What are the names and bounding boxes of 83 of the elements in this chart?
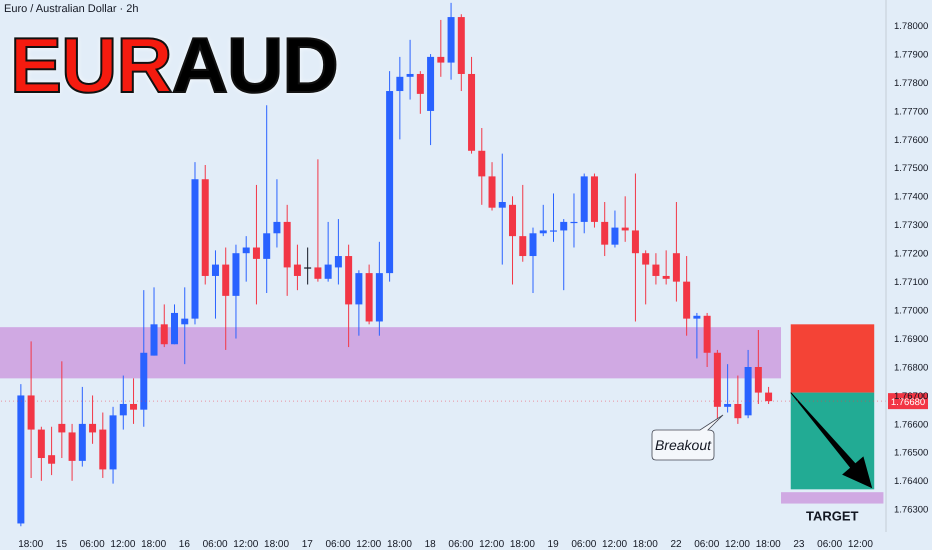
candlestick [416,70,424,114]
candlestick [252,184,260,305]
x-tick-label: 12:00 [848,539,874,550]
candlestick [662,250,670,285]
candlestick [642,250,650,305]
candlestick [724,364,732,414]
x-tick-label: 15 [56,539,68,550]
y-tick-label: 1.76300 [894,504,928,516]
y-tick-label: 1.76400 [894,476,928,488]
x-tick-label: 18:00 [386,539,412,550]
band-label: TARGET [806,508,859,524]
chart-subtitle: Euro / Australian Dollar · 2h [4,3,139,15]
y-tick-label: 1.77200 [894,248,928,260]
candlestick [396,56,404,140]
y-tick-label: 1.77800 [894,78,928,89]
y-tick-label: 1.76800 [894,362,928,374]
y-tick-label: 1.78000 [894,20,928,32]
candlestick [89,394,96,444]
candlestick [734,375,742,424]
candlestick [273,178,280,248]
x-tick-label: 18:00 [141,539,167,550]
x-tick-label: 12:00 [233,539,259,550]
candlestick [294,244,301,291]
candlestick [519,184,526,262]
x-tick-label: 06:00 [202,539,228,550]
chart-title: EURAUD [10,21,338,109]
x-tick-label: 12:00 [724,539,750,550]
x-tick-label: 12:00 [356,539,382,550]
y-tick-label: 1.76500 [894,448,928,459]
y-tick-label: 1.76600 [894,419,928,430]
y-tick-label: 1.77000 [894,305,928,316]
y-tick-label: 1.77600 [894,134,928,146]
candlestick [160,304,168,348]
candlestick [437,19,444,78]
y-tick-label: 1.77500 [894,163,928,174]
candlestick [530,227,537,294]
candlestick [242,236,250,282]
candlestick [324,221,332,282]
candlestick [314,158,322,282]
x-tick-label: 06:00 [448,539,474,550]
candlestick [212,250,219,320]
x-tick-label: 22 [670,539,682,550]
x-tick-label: 12:00 [602,539,628,550]
candlestick [601,201,608,257]
x-tick-label: 06:00 [571,539,597,550]
candlestick [334,218,342,285]
candlestick [560,218,568,291]
x-tick-label: 19 [548,539,560,550]
candlestick [120,375,127,430]
y-tick-label: 1.77300 [894,220,928,232]
candlestick [765,386,772,404]
x-tick-label: 06:00 [325,539,351,550]
y-tick-label: 1.77100 [894,277,928,288]
candlestick [58,360,66,459]
y-tick-label: 1.76900 [894,334,928,345]
candlestick [181,286,188,365]
candlestick [611,210,618,248]
candlestick [540,204,547,237]
x-tick-label: 18:00 [264,539,290,550]
x-tick-label: 06:00 [817,539,843,550]
x-tick-label: 18:00 [18,539,44,550]
candlestick [130,378,138,424]
candlestick [622,196,629,242]
candlestick [498,153,506,266]
candlestick [632,173,639,322]
x-tick-label: 18:00 [510,539,536,550]
x-tick-label: 16 [178,539,190,550]
annotation: Breakout [654,437,712,453]
candlestick [48,426,56,476]
x-tick-label: 18 [424,539,436,550]
x-tick-label: 18:00 [632,539,658,550]
x-tick-label: 23 [793,539,805,550]
x-tick-label: 12:00 [479,539,505,550]
x-tick-label: 18:00 [756,539,782,550]
x-tick-label: 17 [302,539,314,550]
candlestick [652,252,660,285]
x-tick-label: 12:00 [110,539,136,550]
candlestick [406,39,414,100]
x-tick-label: 06:00 [80,539,106,550]
x-tick-label: 06:00 [694,539,720,550]
y-tick-label: 1.77400 [894,192,928,203]
y-tick-label: 1.77900 [894,49,928,60]
y-tick-label: 1.77700 [894,106,928,118]
